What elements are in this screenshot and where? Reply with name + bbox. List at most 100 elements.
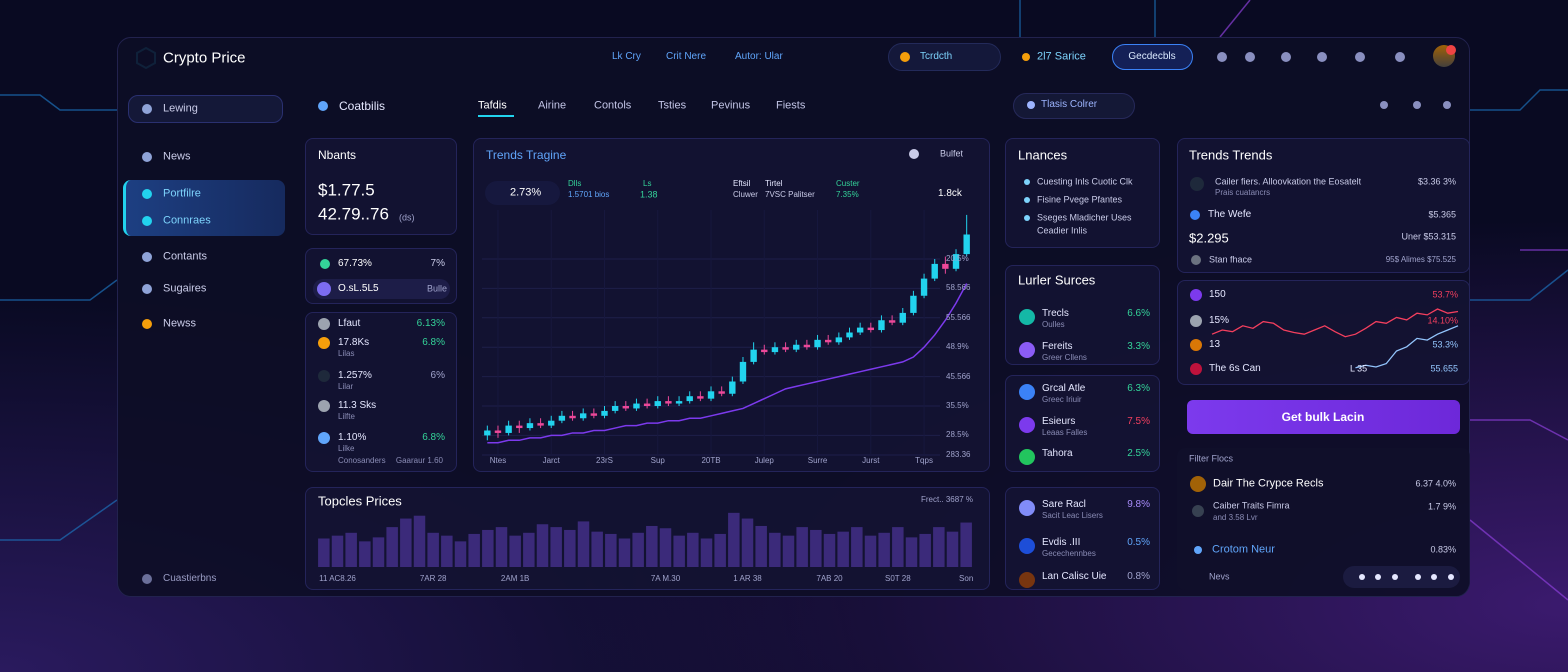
toolbar-icon — [318, 101, 328, 111]
sidebar-item[interactable]: Portfilre — [163, 187, 201, 200]
tab[interactable]: Airine — [538, 99, 567, 112]
row-value: 95$ Alimes $75.525 — [1385, 255, 1456, 264]
tab[interactable]: Tsties — [658, 99, 687, 112]
sidebar-item[interactable]: Newss — [163, 317, 197, 330]
player-controls[interactable] — [1343, 566, 1460, 588]
sidebar-item[interactable]: News — [163, 150, 191, 163]
tab[interactable]: Pevinus — [711, 99, 751, 112]
cta-label[interactable]: Get bulk Lacin — [1281, 410, 1365, 424]
row-icon — [1019, 500, 1035, 516]
row-icon — [1190, 339, 1202, 351]
bar — [810, 529, 822, 567]
search-text[interactable]: Tcrdcth — [920, 51, 953, 62]
row-value: 3.3% — [1127, 341, 1150, 352]
tab[interactable]: Fiests — [776, 99, 806, 112]
section-title: Filter Flocs — [1189, 453, 1234, 464]
bar — [700, 538, 713, 567]
notification-badge — [1446, 45, 1456, 55]
search-text[interactable]: Nevs — [1209, 571, 1230, 582]
assets-card — [305, 312, 457, 472]
row-icon — [1019, 384, 1035, 400]
x-tick-label: 7A M.30 — [650, 574, 681, 583]
sidebar-item[interactable]: Contants — [163, 250, 208, 263]
header-icon — [1395, 52, 1405, 62]
row-sub: Greec Iriuir — [1042, 395, 1082, 404]
row-name: Trecls — [1042, 308, 1069, 319]
candle-body — [771, 347, 779, 353]
chart-stat: Ls — [643, 179, 652, 188]
chart-stat: 7VSC Palitser — [765, 190, 815, 199]
bar — [372, 537, 385, 567]
trends-card — [1177, 138, 1470, 273]
header-button[interactable] — [1112, 44, 1193, 70]
candle-body — [484, 430, 491, 436]
candle-body — [569, 415, 576, 419]
bar — [454, 541, 467, 567]
row-name: Lan Calisc Uie — [1042, 571, 1107, 582]
candle-body — [697, 396, 704, 399]
candle-body — [611, 406, 619, 411]
sidebar-icon — [142, 216, 152, 226]
sidebar-icon — [142, 152, 152, 162]
bar — [577, 521, 590, 567]
nav-link[interactable]: Crit Nere — [666, 51, 707, 62]
tab[interactable]: Contols — [594, 99, 632, 112]
search-icon — [900, 52, 910, 62]
list-item: Ceadier Inlis — [1037, 225, 1088, 236]
asset-sub: Lilar — [338, 382, 354, 391]
bar — [331, 535, 344, 567]
asset-value: 6% — [430, 370, 445, 381]
pill-label[interactable]: Tlasis Colrer — [1041, 99, 1098, 110]
player-icon — [1448, 574, 1454, 580]
asset-icon — [318, 432, 330, 444]
candle-body — [761, 349, 768, 353]
row-icon — [1190, 177, 1204, 191]
chart-stat: 7.35% — [836, 190, 859, 199]
bar — [769, 532, 781, 567]
x-tick-label: Tqps — [915, 456, 933, 465]
sidebar-footer[interactable]: Cuastierbns — [163, 573, 217, 584]
candle-body — [686, 396, 693, 402]
candle-body — [867, 327, 874, 331]
row-name: 15% — [1209, 315, 1230, 326]
sidebar-item[interactable]: Connraes — [163, 214, 211, 227]
row-icon — [1019, 449, 1035, 465]
row-icon — [1190, 363, 1202, 375]
app-title: Crypto Price — [163, 49, 246, 67]
tab[interactable]: Tafdis — [478, 99, 507, 112]
nav-link[interactable]: Lk Cry — [612, 51, 641, 62]
row-sub: Gecechennbes — [1042, 549, 1096, 558]
change-label: 67.73% — [338, 258, 372, 269]
candle-body — [590, 413, 598, 416]
link-icon — [1194, 546, 1202, 554]
nav-link[interactable]: Autor: Ular — [735, 51, 783, 62]
sparkline — [1355, 325, 1459, 369]
card-title: Nbants — [318, 148, 357, 162]
row-name: 150 — [1209, 289, 1226, 300]
sidebar-item[interactable]: Sugaires — [163, 282, 207, 295]
sidebar-icon — [142, 284, 152, 294]
row-sub: Greer Cllens — [1042, 353, 1087, 362]
row-icon — [1019, 572, 1035, 588]
cta-button[interactable] — [1187, 400, 1460, 434]
moving-average — [487, 283, 968, 444]
candle-body — [920, 278, 928, 296]
row-sub: Sacit Leac Lisers — [1042, 511, 1103, 520]
candle-body — [580, 413, 587, 419]
chart-range[interactable]: 1.8ck — [938, 188, 962, 199]
row-icon — [1190, 210, 1200, 220]
bar — [646, 525, 658, 567]
link[interactable]: Crotom Neur — [1212, 543, 1275, 556]
candle-body — [516, 425, 523, 429]
chart-filter[interactable]: Bulfet — [940, 148, 964, 159]
row-icon — [1190, 289, 1202, 301]
sidebar-item-active[interactable] — [128, 95, 283, 123]
header-icon — [1245, 52, 1255, 62]
row-value: $5.365 — [1428, 209, 1456, 220]
sidebar-item[interactable]: Lewing — [163, 102, 198, 115]
asset-icon — [318, 337, 330, 349]
button-label[interactable]: Gecdecbls — [1128, 51, 1176, 62]
chart-title: Trends Tragine — [486, 148, 567, 162]
row-value: 53.3% — [1432, 339, 1458, 350]
bar — [659, 528, 672, 567]
